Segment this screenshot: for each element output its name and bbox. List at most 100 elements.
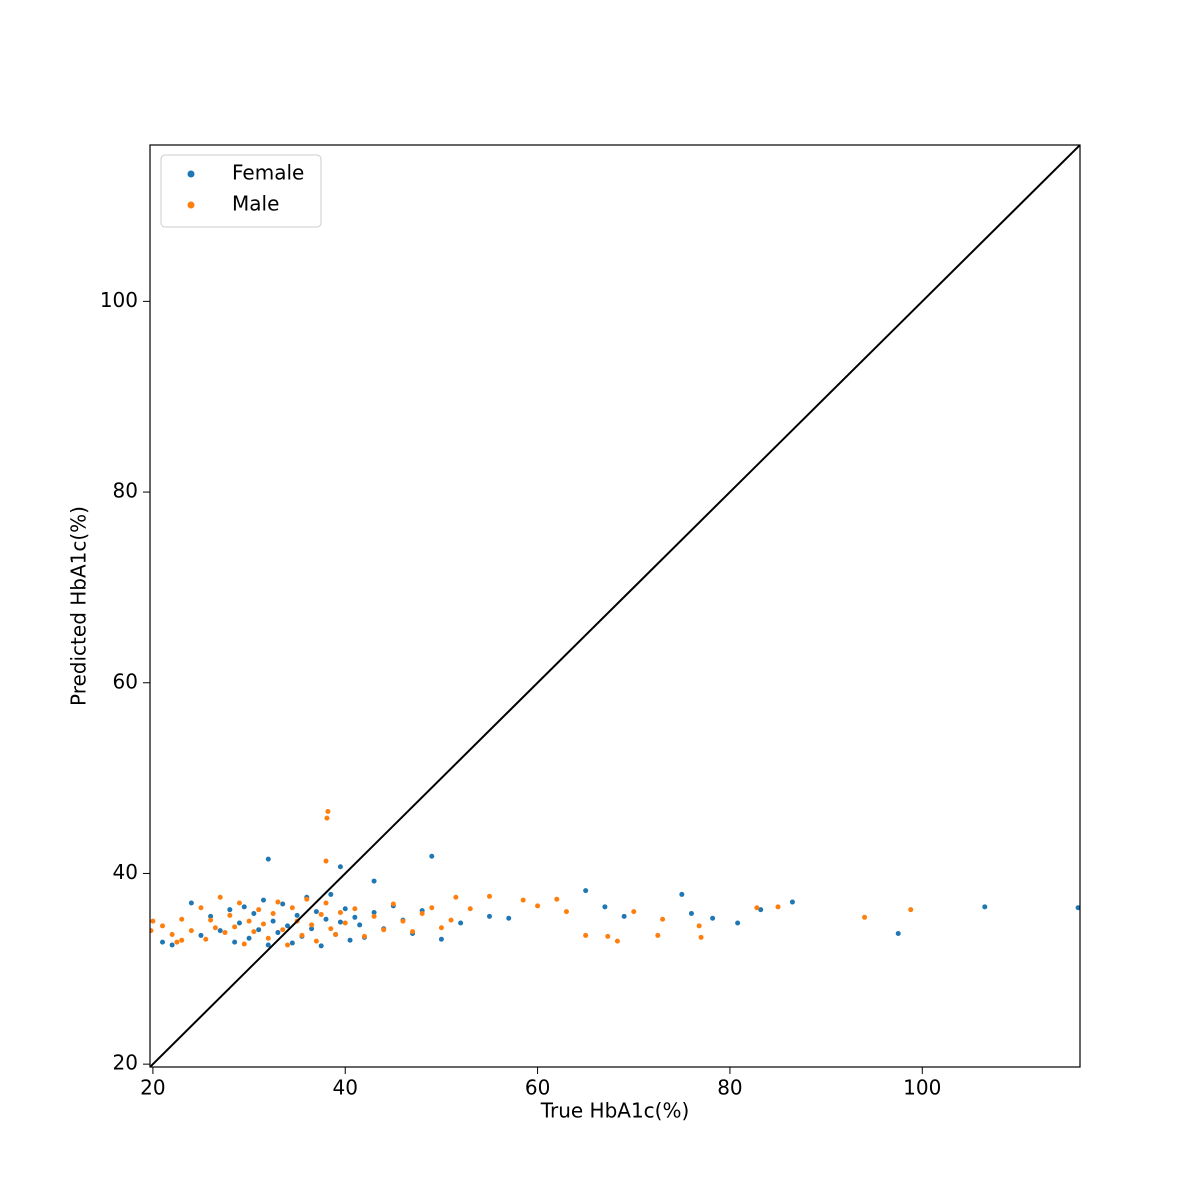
point — [862, 914, 868, 920]
point — [631, 909, 637, 915]
point — [289, 905, 295, 911]
point — [328, 926, 334, 932]
y-tick-label: 40 — [113, 860, 138, 884]
point — [236, 920, 242, 926]
point — [982, 904, 988, 910]
point — [179, 937, 185, 943]
point — [710, 915, 716, 921]
point — [285, 942, 291, 948]
point — [203, 936, 209, 942]
point — [299, 932, 305, 938]
point — [265, 856, 271, 862]
y-tick-label: 80 — [113, 479, 138, 503]
point — [260, 897, 266, 903]
point — [735, 920, 741, 926]
point — [605, 933, 611, 939]
point — [323, 916, 329, 922]
point — [438, 936, 444, 942]
point — [660, 916, 666, 922]
point — [275, 930, 281, 936]
x-tick-label: 100 — [903, 1076, 941, 1100]
point — [324, 815, 330, 821]
point — [241, 941, 247, 947]
point — [198, 932, 204, 938]
point — [342, 906, 348, 912]
point — [260, 921, 266, 927]
point — [232, 924, 238, 930]
point — [318, 943, 324, 949]
point — [309, 926, 315, 932]
y-tick-label: 100 — [100, 288, 138, 312]
point — [789, 899, 795, 905]
point — [448, 917, 454, 923]
point — [265, 942, 271, 948]
point — [337, 919, 343, 925]
point — [554, 896, 560, 902]
point — [251, 929, 257, 935]
point — [179, 916, 185, 922]
point — [614, 938, 620, 944]
plot-frame — [149, 144, 1081, 1068]
point — [337, 864, 343, 870]
point — [458, 920, 464, 926]
point — [410, 929, 416, 935]
y-axis-label: Predicted HbA1c(%) — [67, 506, 91, 706]
point — [265, 935, 271, 941]
point — [256, 927, 262, 933]
point — [241, 904, 247, 910]
point — [325, 808, 331, 814]
point — [520, 897, 526, 903]
point — [174, 939, 180, 945]
point — [563, 909, 569, 915]
legend: Female Male — [160, 154, 322, 228]
point — [270, 910, 276, 916]
point — [313, 938, 319, 944]
point — [227, 907, 233, 913]
x-tick-label: 20 — [140, 1076, 165, 1100]
point — [198, 905, 204, 911]
point — [352, 914, 358, 920]
point — [160, 939, 166, 945]
point — [371, 910, 377, 916]
point — [381, 927, 387, 933]
point — [467, 906, 473, 912]
point — [696, 923, 702, 929]
point — [390, 901, 396, 907]
point — [294, 912, 300, 918]
point — [150, 928, 154, 934]
x-tick-label: 60 — [525, 1076, 550, 1100]
point — [429, 905, 435, 911]
point — [217, 928, 223, 934]
legend-marker — [187, 201, 195, 209]
point — [895, 931, 901, 937]
point — [655, 932, 661, 938]
legend-box — [160, 154, 322, 228]
point — [251, 910, 257, 916]
legend-label: Male — [232, 192, 279, 216]
point — [313, 909, 319, 915]
point — [698, 934, 704, 940]
point — [285, 923, 291, 929]
point — [188, 928, 194, 934]
point — [227, 912, 233, 918]
x-tick-label: 80 — [717, 1076, 742, 1100]
point — [232, 939, 238, 945]
point — [188, 900, 194, 906]
point — [208, 917, 214, 923]
point — [621, 913, 627, 919]
point — [337, 910, 343, 916]
point — [371, 878, 377, 884]
point — [583, 888, 589, 894]
point — [169, 931, 175, 937]
point — [275, 899, 281, 905]
point — [256, 907, 262, 913]
point — [323, 858, 329, 864]
point — [208, 913, 214, 919]
point — [419, 910, 425, 916]
point — [169, 942, 175, 948]
x-axis-label: True HbA1c(%) — [540, 1099, 690, 1123]
point — [602, 904, 608, 910]
y-tick-label: 20 — [113, 1051, 138, 1075]
